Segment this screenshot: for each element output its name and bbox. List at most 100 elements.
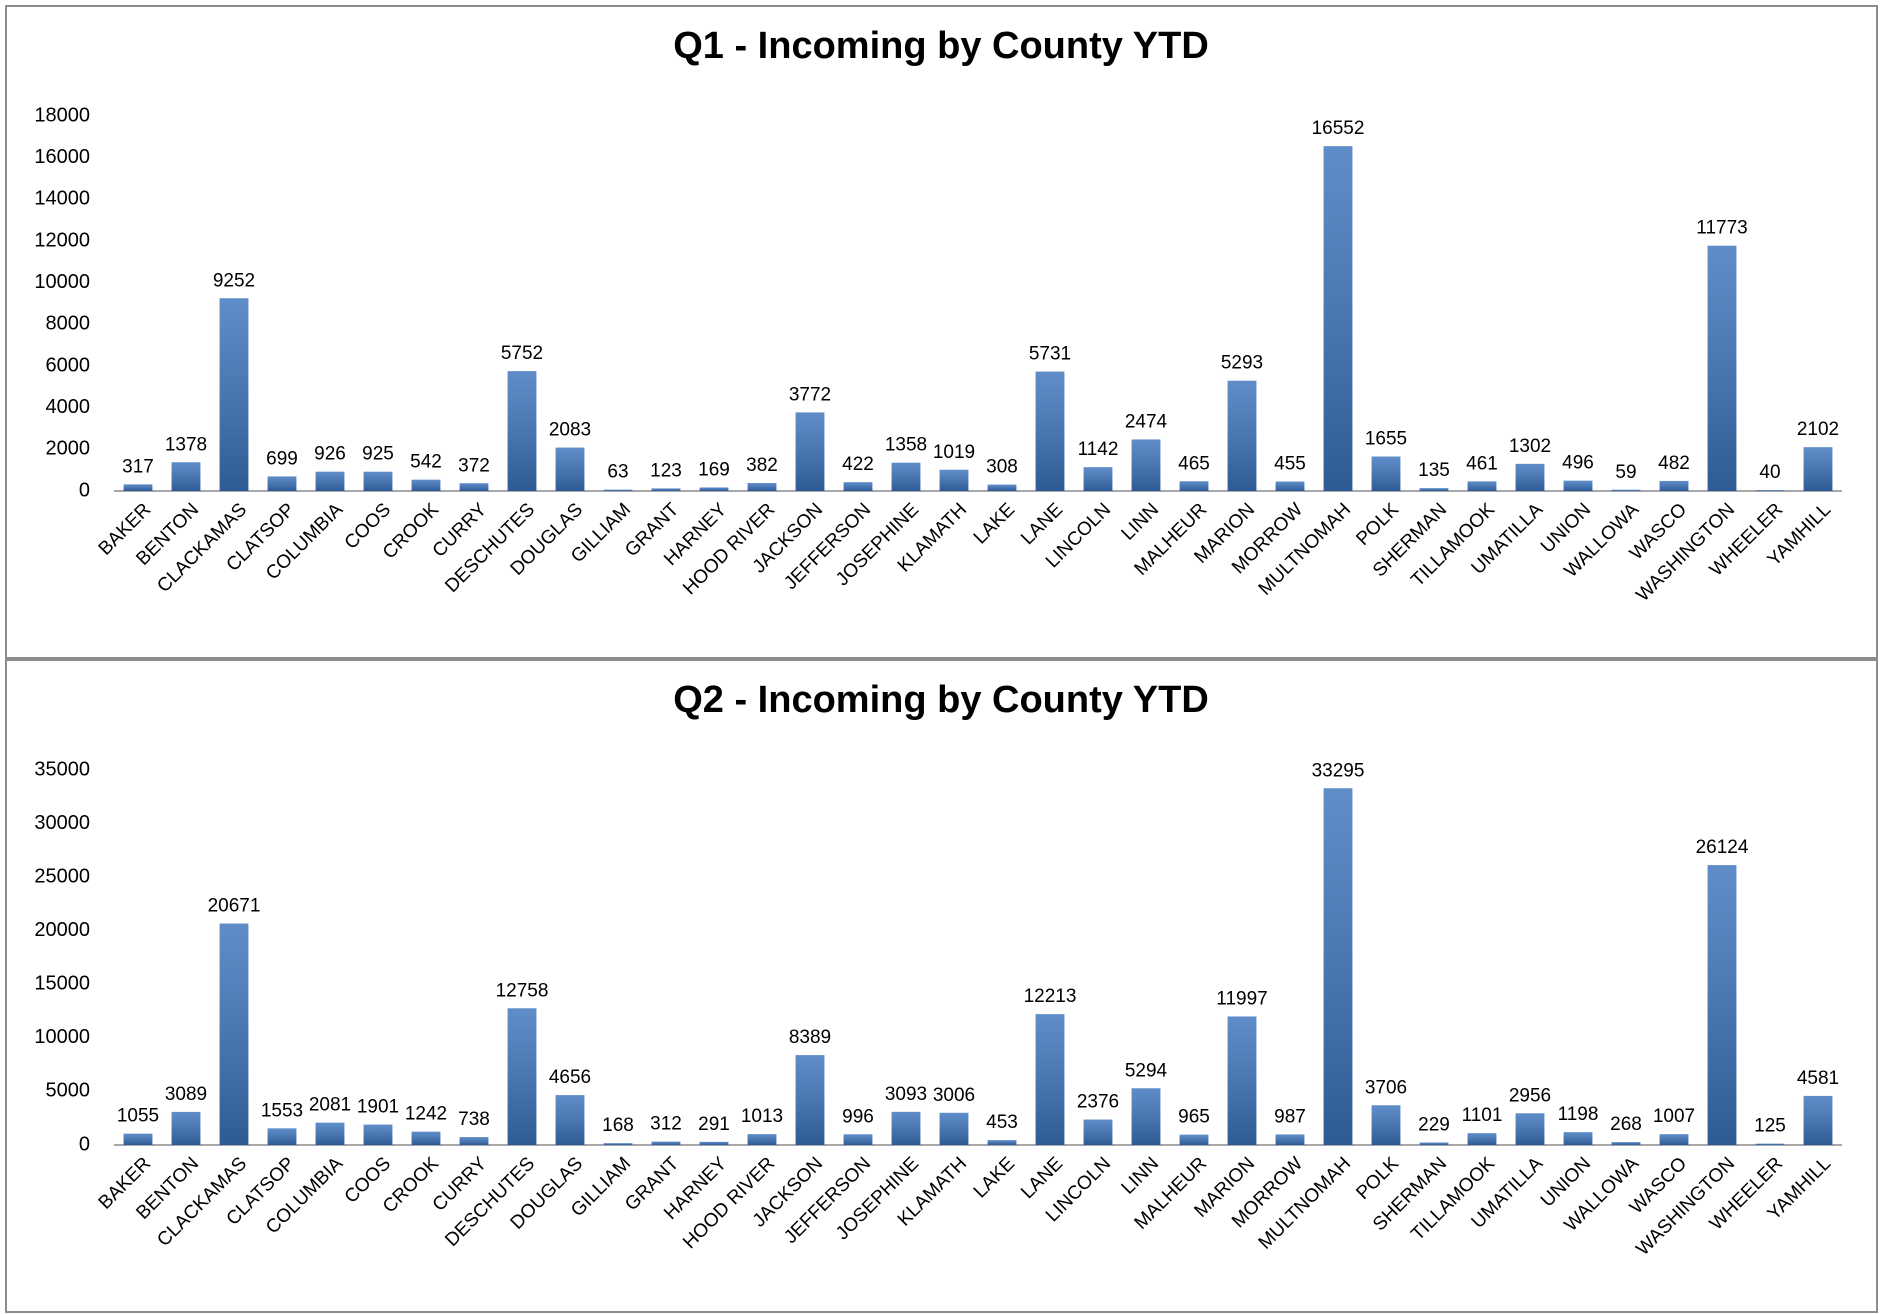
bar-shade [747,1134,777,1145]
bar-shade [1323,788,1353,1145]
bar-shade [1563,1132,1593,1145]
bar-shade [411,1131,441,1145]
y-tick-label: 10000 [34,1026,90,1048]
value-label: 5731 [1029,344,1071,365]
bar-shade [1467,481,1497,491]
bar-shade [843,482,873,491]
bar-shade [1227,1016,1257,1145]
value-label: 965 [1178,1107,1210,1128]
value-label: 461 [1466,453,1498,474]
bar-shade [315,471,345,491]
chart-title: Q1 - Incoming by County YTD [673,25,1209,67]
bar-shade [699,1141,729,1145]
value-label: 20671 [208,896,261,917]
bar-shade [1467,1133,1497,1145]
bar-shade [219,923,249,1145]
bar-shade [267,476,297,491]
y-tick-label: 15000 [34,973,90,995]
value-label: 1242 [405,1104,447,1125]
bar-shade [939,469,969,491]
y-tick-label: 10000 [34,271,90,293]
bar-shade [795,1055,825,1145]
value-label: 2376 [1077,1092,1119,1113]
value-label: 5294 [1125,1060,1168,1081]
bar-shade [507,371,537,491]
value-label: 312 [650,1114,682,1135]
bar-shade [843,1134,873,1145]
bar-shade [459,1137,489,1145]
bar-shade [891,462,921,491]
y-tick-label: 35000 [34,758,90,780]
bar-shade [1371,1105,1401,1145]
value-label: 11773 [1696,218,1747,239]
y-tick-label: 14000 [34,188,90,210]
value-label: 11997 [1216,988,1267,1009]
value-label: 1378 [165,434,207,455]
value-label: 229 [1418,1115,1450,1136]
value-label: 2474 [1125,411,1168,432]
y-tick-label: 5000 [46,1080,91,1102]
value-label: 291 [698,1114,730,1135]
bar-shade [1611,489,1641,491]
bar-shade [939,1112,969,1145]
value-label: 8389 [789,1027,831,1048]
value-label: 496 [1562,453,1594,474]
bar-shade [267,1128,297,1145]
y-tick-label: 2000 [46,438,91,460]
bar-shade [1707,865,1737,1145]
bar-shade [1131,439,1161,491]
bar-shade [1035,371,1065,491]
value-label: 1019 [933,442,975,463]
bar-shade [651,488,681,491]
bar-shade [1659,480,1689,491]
value-label: 1013 [741,1106,783,1127]
bar-shade [1707,245,1737,491]
value-label: 268 [1610,1114,1642,1135]
value-label: 482 [1658,453,1690,474]
value-label: 2081 [309,1095,351,1116]
bar-shade [987,1140,1017,1145]
bar-shade [171,1111,201,1145]
value-label: 926 [314,444,346,465]
bar-shade [1179,481,1209,491]
value-label: 3089 [165,1084,207,1105]
bar-shade [699,487,729,491]
bar-shade [795,412,825,491]
bar-shade [123,484,153,491]
value-label: 5293 [1221,353,1263,374]
value-label: 2956 [1509,1085,1551,1106]
value-label: 1655 [1365,429,1407,450]
bar-shade [1659,1134,1689,1145]
value-label: 1198 [1558,1104,1599,1125]
value-label: 3706 [1365,1077,1407,1098]
value-label: 317 [122,456,154,477]
bar-shade [1227,380,1257,491]
value-label: 308 [986,457,1018,478]
value-label: 1007 [1653,1106,1695,1127]
bar-shade [1083,467,1113,491]
bar-shade [219,298,249,491]
bar-shade [1371,456,1401,491]
bar-shade [987,484,1017,491]
bar-shade [363,1124,393,1145]
value-label: 9252 [213,270,255,291]
value-label: 12758 [496,980,549,1001]
bar-shade [363,471,393,491]
value-label: 422 [842,454,874,475]
value-label: 925 [362,444,394,465]
value-label: 1055 [117,1106,159,1127]
bar-shade [315,1122,345,1145]
value-label: 26124 [1696,837,1749,858]
x-tick-label: LAKE [970,1153,1019,1202]
value-label: 1101 [1462,1105,1503,1126]
value-label: 453 [986,1112,1018,1133]
value-label: 3006 [933,1085,975,1106]
bar-shade [555,447,585,491]
bar-shade [603,489,633,491]
value-label: 372 [458,455,490,476]
bar-shade [1131,1088,1161,1145]
y-tick-label: 25000 [34,865,90,887]
y-tick-label: 4000 [46,396,91,418]
